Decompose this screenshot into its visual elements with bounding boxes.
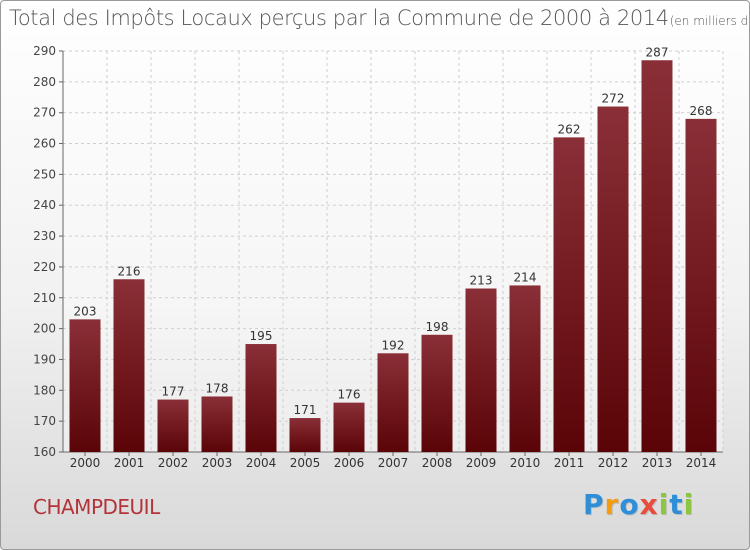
value-label-2008: 198 <box>426 320 449 334</box>
value-label-2001: 216 <box>118 264 141 278</box>
bar-2011 <box>553 137 585 452</box>
x-tick-label-2010: 2010 <box>510 456 541 470</box>
value-label-2014: 268 <box>690 104 713 118</box>
x-tick-label-2003: 2003 <box>202 456 233 470</box>
bar-2009 <box>465 288 497 452</box>
x-tick-label-2005: 2005 <box>290 456 321 470</box>
y-tick-label: 260 <box>33 137 56 151</box>
y-tick-label: 190 <box>33 352 56 366</box>
value-label-2009: 213 <box>470 274 493 288</box>
x-tick-label-2011: 2011 <box>554 456 585 470</box>
bars: 203 216 177 178 195 171 176 192 198 213 214 262 272 2… <box>69 45 717 453</box>
x-tick-label-2001: 2001 <box>114 456 145 470</box>
y-tick-label: 170 <box>33 414 56 428</box>
value-label-2010: 214 <box>514 270 537 284</box>
value-label-2000: 203 <box>74 304 97 318</box>
chart-title-text: Total des Impôts Locaux perçus par la Co… <box>9 6 669 30</box>
y-tick-label: 270 <box>33 106 56 120</box>
x-tick-label-2014: 2014 <box>686 456 717 470</box>
x-tick-label-2009: 2009 <box>466 456 497 470</box>
chart-title: Total des Impôts Locaux perçus par la Co… <box>9 6 749 30</box>
value-label-2011: 262 <box>558 122 581 136</box>
y-tick-label: 160 <box>33 445 56 459</box>
y-tick-label: 240 <box>33 198 56 212</box>
y-tick-label: 250 <box>33 167 56 181</box>
x-tick-label-2000: 2000 <box>70 456 101 470</box>
value-label-2004: 195 <box>250 329 273 343</box>
proxiti-logo[interactable]: Proxiti <box>583 488 694 524</box>
bar-2005 <box>289 418 321 452</box>
value-label-2005: 171 <box>294 403 317 417</box>
bar-2010 <box>509 285 541 452</box>
value-label-2003: 178 <box>206 381 229 395</box>
logo-letter: P <box>583 488 605 521</box>
bar-2012 <box>597 106 629 453</box>
logo-letter: i <box>658 488 670 521</box>
y-tick-label: 220 <box>33 260 56 274</box>
value-label-2002: 177 <box>162 385 185 399</box>
x-tick-label-2008: 2008 <box>422 456 453 470</box>
bar-2013 <box>641 60 673 452</box>
value-label-2007: 192 <box>382 338 405 352</box>
value-label-2013: 287 <box>646 45 669 59</box>
bar-2006 <box>333 402 365 452</box>
y-tick-label: 210 <box>33 291 56 305</box>
x-tick-label-2007: 2007 <box>378 456 409 470</box>
logo-letter: i <box>683 488 695 521</box>
bar-2008 <box>421 334 453 452</box>
x-tick-label-2006: 2006 <box>334 456 365 470</box>
bar-2001 <box>113 279 145 452</box>
logo-letter: o <box>619 488 640 521</box>
bar-2002 <box>157 399 189 452</box>
y-tick-label: 230 <box>33 229 56 243</box>
logo-letter: r <box>604 488 620 521</box>
bar-2003 <box>201 396 233 452</box>
y-tick-label: 280 <box>33 75 56 89</box>
bar-2014 <box>685 118 717 452</box>
bar-2000 <box>69 319 101 452</box>
value-label-2012: 272 <box>602 92 625 106</box>
chart-unit-note: (en milliers d'€) <box>669 14 749 28</box>
y-tick-label: 200 <box>33 322 56 336</box>
x-tick-label-2004: 2004 <box>246 456 277 470</box>
y-tick-label: 290 <box>33 44 56 58</box>
bar-2007 <box>377 353 409 452</box>
y-tick-label: 180 <box>33 383 56 397</box>
logo-letter: x <box>639 488 659 521</box>
x-tick-label-2002: 2002 <box>158 456 189 470</box>
x-tick-label-2013: 2013 <box>642 456 673 470</box>
commune-name: CHAMPDEUIL <box>33 495 160 519</box>
bar-2004 <box>245 344 277 452</box>
axes: 160 170 180 190 200 210 220 230 240 250 260 270 280 2… <box>33 44 723 470</box>
logo-letter: t <box>669 488 684 521</box>
value-label-2006: 176 <box>338 388 361 402</box>
x-tick-label-2012: 2012 <box>598 456 629 470</box>
